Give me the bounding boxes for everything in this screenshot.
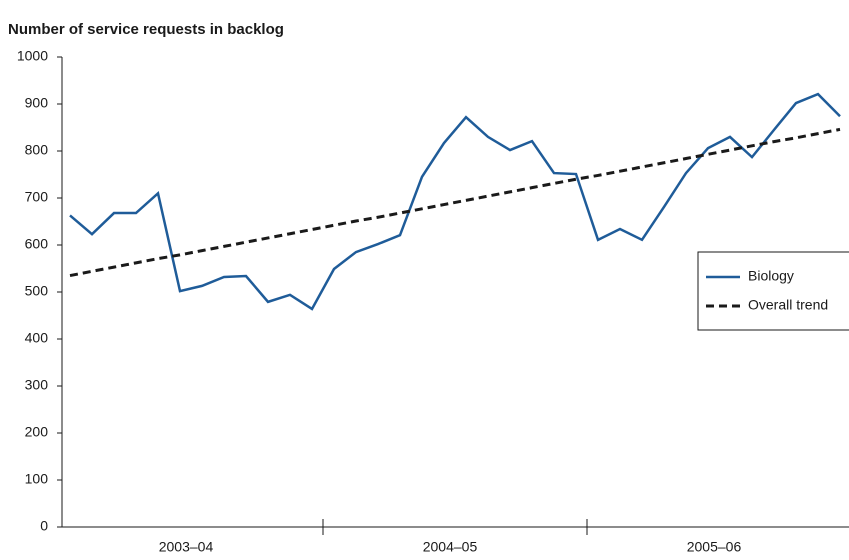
y-tick-label: 800 (25, 142, 49, 158)
legend-label: Overall trend (748, 297, 828, 313)
y-tick-label: 700 (25, 189, 49, 205)
y-tick-label: 200 (25, 424, 49, 440)
series-line (69, 92, 841, 311)
y-tick-label: 100 (25, 471, 49, 487)
y-tick-label: 600 (25, 236, 49, 252)
y-tick-label: 300 (25, 377, 49, 393)
x-tick-label: 2005–06 (687, 539, 742, 555)
legend: Biology Overall trend (697, 251, 849, 331)
y-tick-label: 400 (25, 330, 49, 346)
chart-title: Number of service requests in backlog (8, 21, 284, 38)
legend-box (697, 251, 849, 331)
legend-label: Biology (748, 268, 794, 284)
y-tick-label: 500 (25, 283, 49, 299)
y-tick-label: 0 (40, 518, 48, 534)
series-line (69, 127, 841, 278)
y-tick-label: 900 (25, 95, 49, 111)
x-tick-label: 2004–05 (423, 539, 478, 555)
x-tick-label: 2003–04 (159, 539, 214, 555)
y-tick-label: 1000 (17, 48, 48, 64)
